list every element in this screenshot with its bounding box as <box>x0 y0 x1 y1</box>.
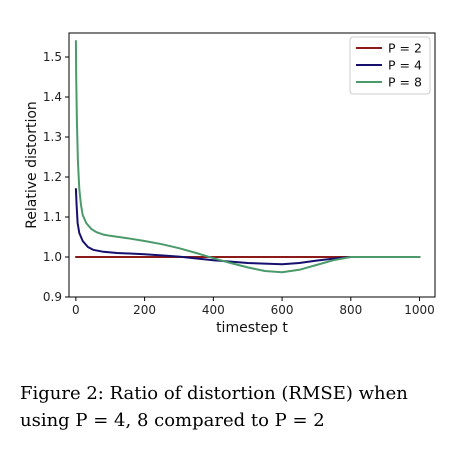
plot-border <box>68 32 436 298</box>
x-tick-label: 200 <box>133 303 156 317</box>
series-lines <box>74 40 421 274</box>
legend: P = 2 P = 4 P = 8 <box>349 36 431 95</box>
x-tick-label: 600 <box>271 303 294 317</box>
y-axis: 0.9 1.0 1.1 1.2 1.3 1.4 1.5 <box>43 50 69 304</box>
legend-label: P = 4 <box>388 58 422 73</box>
y-tick-label: 1.0 <box>43 250 62 264</box>
y-tick-label: 1.1 <box>43 210 62 224</box>
legend-box <box>349 36 431 95</box>
x-tick-label: 0 <box>72 303 80 317</box>
line-chart: 0.91.01.11.21.31.41.5 0 200 400 600 800 1000 … <box>24 32 436 336</box>
x-tick-label: 1000 <box>404 303 435 317</box>
x-tick-label: 400 <box>202 303 225 317</box>
y-tick-label: 1.2 <box>43 170 62 184</box>
legend-label: P = 8 <box>388 75 422 90</box>
legend-label: P = 2 <box>388 41 422 56</box>
x-axis-label: timestep t <box>216 320 288 336</box>
y-tick-label: 1.3 <box>43 130 62 144</box>
figure-caption: Figure 2: Ratio of distortion (RMSE) whe… <box>20 383 408 431</box>
plot-frame <box>68 32 436 298</box>
series-line-3 <box>74 40 421 274</box>
y-tick-label: 1.5 <box>43 50 62 64</box>
x-tick-label: 800 <box>339 303 362 317</box>
x-axis: 0 200 400 600 800 1000 <box>72 297 435 317</box>
y-tick-label: 0.9 <box>43 290 62 304</box>
series-line-2 <box>74 188 421 266</box>
y-tick-label: 1.4 <box>43 90 62 104</box>
y-axis-label: Relative distortion <box>24 101 40 229</box>
